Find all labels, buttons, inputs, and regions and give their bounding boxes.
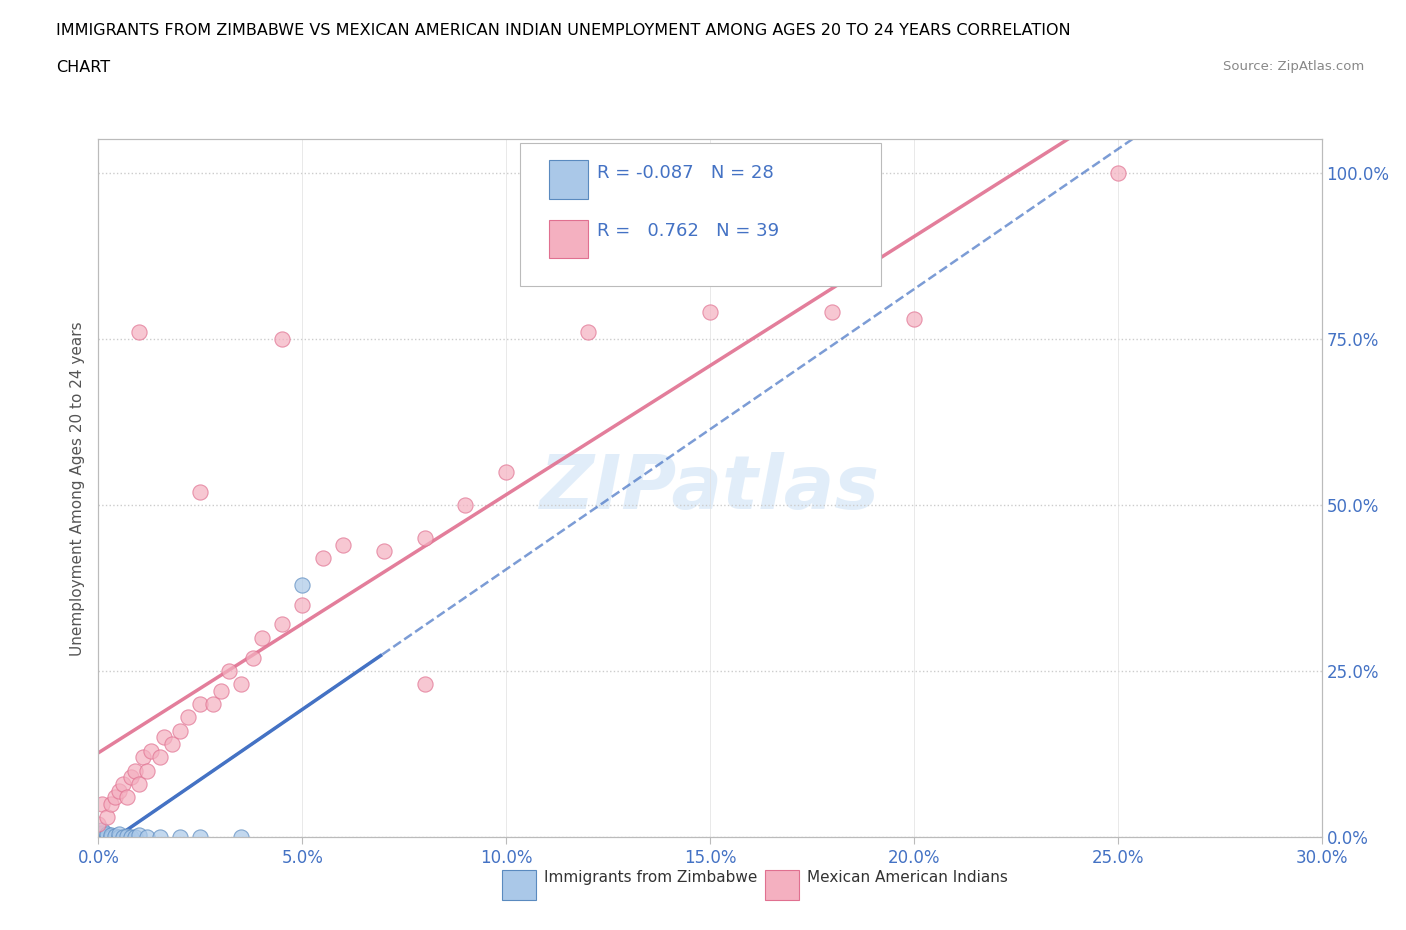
Point (312, 551, 335, 565)
Point (291, 578, 314, 592)
Point (188, 697, 212, 711)
Point (160, 737, 183, 751)
Text: IMMIGRANTS FROM ZIMBABWE VS MEXICAN AMERICAN INDIAN UNEMPLOYMENT AMONG AGES 20 T: IMMIGRANTS FROM ZIMBABWE VS MEXICAN AMER… (56, 23, 1071, 38)
Point (128, 777, 150, 791)
Point (87, 826, 110, 841)
Point (128, 325, 150, 339)
FancyBboxPatch shape (765, 870, 800, 900)
Point (209, 684, 232, 698)
Point (495, 464, 517, 479)
Point (87, 817, 110, 831)
Point (413, 531, 436, 546)
Point (291, 597, 314, 612)
FancyBboxPatch shape (520, 143, 882, 286)
Point (177, 710, 200, 724)
Point (108, 783, 131, 798)
Point (152, 730, 174, 745)
Point (270, 617, 294, 631)
Point (124, 764, 146, 778)
Point (903, 312, 925, 326)
Point (124, 830, 146, 844)
Point (111, 777, 134, 791)
Point (91, 827, 114, 842)
Point (96, 830, 118, 844)
Text: Source: ZipAtlas.com: Source: ZipAtlas.com (1223, 60, 1364, 73)
Point (91, 830, 114, 844)
Point (136, 764, 159, 778)
Point (231, 830, 253, 844)
FancyBboxPatch shape (548, 160, 588, 199)
Point (100, 830, 122, 844)
Point (136, 830, 159, 844)
Point (120, 830, 142, 844)
Point (128, 828, 150, 843)
Point (91, 829, 114, 844)
Point (250, 631, 273, 645)
Point (1107, 166, 1129, 180)
Point (115, 790, 138, 804)
Point (91, 826, 114, 841)
Point (242, 650, 264, 665)
Text: R =   0.762   N = 39: R = 0.762 N = 39 (598, 222, 779, 240)
Point (454, 498, 477, 512)
Text: ZIPatlas: ZIPatlas (540, 452, 880, 525)
Point (87, 829, 110, 844)
Point (96, 810, 118, 825)
Point (201, 697, 224, 711)
Point (188, 485, 212, 499)
Point (91, 796, 114, 811)
Point (231, 677, 253, 692)
Point (100, 828, 122, 843)
Point (132, 750, 155, 764)
Point (100, 796, 122, 811)
Point (149, 830, 172, 844)
Point (699, 305, 721, 320)
Point (87, 827, 110, 842)
Point (87, 830, 110, 844)
Text: Immigrants from Zimbabwe: Immigrants from Zimbabwe (544, 870, 756, 885)
Point (111, 830, 134, 844)
Point (332, 538, 354, 552)
Point (115, 829, 138, 844)
Text: CHART: CHART (56, 60, 110, 75)
Y-axis label: Unemployment Among Ages 20 to 24 years: Unemployment Among Ages 20 to 24 years (69, 321, 84, 656)
Point (96, 829, 118, 844)
Point (188, 830, 212, 844)
Point (91, 823, 114, 838)
Text: R = -0.087   N = 28: R = -0.087 N = 28 (598, 164, 775, 182)
Point (821, 305, 844, 320)
Point (108, 830, 131, 844)
Point (141, 743, 163, 758)
Point (373, 544, 395, 559)
Point (120, 770, 142, 785)
Point (270, 331, 294, 346)
Point (108, 827, 131, 842)
Point (96, 826, 118, 841)
FancyBboxPatch shape (548, 219, 588, 259)
Point (576, 325, 599, 339)
Point (169, 724, 191, 738)
FancyBboxPatch shape (502, 870, 536, 900)
Point (104, 790, 127, 804)
Point (104, 829, 127, 844)
Point (413, 677, 436, 692)
Point (218, 663, 240, 678)
Point (149, 750, 172, 764)
Point (169, 830, 191, 844)
Text: Mexican American Indians: Mexican American Indians (807, 870, 1008, 885)
